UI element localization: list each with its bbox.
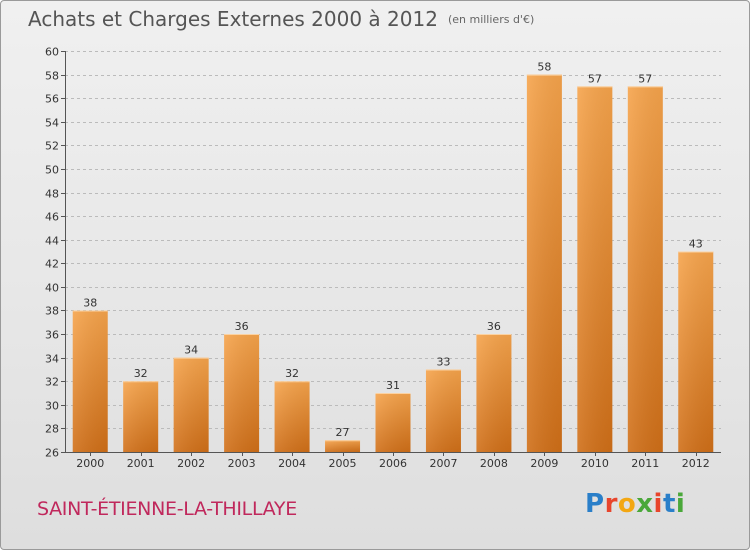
- grid-lines: [61, 51, 721, 453]
- x-tick-label: 2008: [480, 457, 508, 470]
- value-label: 57: [638, 72, 652, 85]
- x-tick-label: 2010: [581, 457, 609, 470]
- bar-shade: [72, 310, 108, 452]
- bar-shade: [375, 393, 411, 452]
- chart-unit: (en milliers d'€): [447, 13, 535, 26]
- x-tick-label: 2011: [631, 457, 659, 470]
- x-tick-label: 2009: [530, 457, 558, 470]
- value-label: 36: [487, 320, 501, 333]
- value-label: 36: [235, 320, 249, 333]
- x-tick-label: 2007: [429, 457, 457, 470]
- logo-letter: P: [585, 489, 605, 519]
- y-tick-label: 50: [45, 164, 59, 177]
- x-tick-label: 2000: [76, 457, 104, 470]
- logo-letter: r: [604, 489, 618, 519]
- bar-shade: [425, 369, 461, 452]
- x-tick-label: 2005: [329, 457, 357, 470]
- value-label: 38: [83, 296, 97, 309]
- chart-title: Achats et Charges Externes 2000 à 2012 (e…: [28, 7, 534, 31]
- axes: [65, 51, 721, 453]
- y-tick-labels: 26 28 30 32 34 36 38 40 42 44 46 48 50 52 54 56 58 60: [45, 46, 59, 460]
- y-tick-label: 38: [45, 305, 59, 318]
- value-label: 31: [386, 379, 400, 392]
- bar-shade: [274, 381, 310, 452]
- bar-shade: [123, 381, 159, 452]
- bar-shade: [627, 86, 663, 452]
- logo-letter: i: [675, 489, 686, 519]
- y-tick-label: 46: [45, 211, 59, 224]
- x-tick-label: 2006: [379, 457, 407, 470]
- x-tick-label: 2004: [278, 457, 306, 470]
- value-label: 33: [436, 355, 450, 368]
- logo-letter: o: [617, 489, 637, 519]
- logo-letter: x: [636, 489, 654, 519]
- value-label: 34: [184, 344, 198, 357]
- logo-letter: i: [653, 489, 663, 519]
- y-tick-label: 58: [45, 70, 59, 83]
- proxiti-logo: Proxiti: [585, 489, 685, 519]
- bar-shade: [678, 251, 714, 452]
- bars: [72, 74, 714, 453]
- y-tick-label: 30: [45, 400, 59, 413]
- y-tick-label: 32: [45, 376, 59, 389]
- y-tick-label: 40: [45, 282, 59, 295]
- bar-shade: [476, 334, 512, 452]
- bar-shade: [224, 334, 260, 452]
- x-tick-label: 2002: [177, 457, 205, 470]
- logo-letter: t: [662, 489, 676, 519]
- value-label: 27: [336, 426, 350, 439]
- chart-title-text: Achats et Charges Externes 2000 à 2012: [28, 7, 438, 31]
- x-tick-label: 2003: [228, 457, 256, 470]
- value-label: 58: [537, 61, 551, 74]
- value-label: 32: [285, 367, 299, 380]
- y-tick-label: 36: [45, 329, 59, 342]
- y-tick-label: 60: [45, 46, 59, 59]
- value-label: 57: [588, 72, 602, 85]
- y-tick-label: 42: [45, 258, 59, 271]
- y-tick-label: 52: [45, 140, 59, 153]
- bar-shade: [325, 440, 361, 452]
- value-label: 43: [689, 238, 703, 251]
- x-tick-label: 2001: [127, 457, 155, 470]
- x-tick-label: 2012: [682, 457, 710, 470]
- bar-shade: [526, 74, 562, 453]
- y-tick-label: 44: [45, 235, 59, 248]
- bar-shade: [577, 86, 613, 452]
- y-tick-label: 48: [45, 188, 59, 201]
- x-tick-labels: 2000 2001 2002 2003 2004 2005 2006 2007 2008 2009…: [76, 452, 710, 470]
- y-tick-label: 26: [45, 447, 59, 460]
- y-tick-label: 56: [45, 93, 59, 106]
- y-tick-label: 54: [45, 117, 59, 130]
- bar-shade: [173, 357, 209, 452]
- data-labels: 38 32 34 36 32 27 31 33 36 58 57 57 43: [83, 61, 703, 440]
- y-tick-label: 34: [45, 353, 59, 366]
- y-tick-label: 28: [45, 423, 59, 436]
- commune-name: SAINT-ÉTIENNE-LA-THILLAYE: [37, 498, 297, 520]
- value-label: 32: [134, 367, 148, 380]
